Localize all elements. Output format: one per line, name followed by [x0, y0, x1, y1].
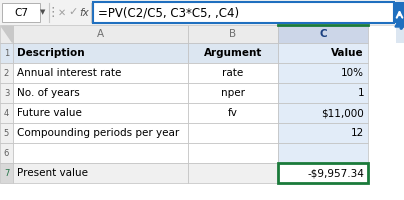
Bar	[0, 143, 13, 163]
Bar	[0, 0, 404, 25]
Bar	[13, 63, 188, 83]
Bar	[0, 25, 13, 43]
Bar	[0, 63, 13, 83]
Text: ✓: ✓	[68, 7, 78, 18]
Bar	[395, 2, 404, 23]
Bar	[0, 43, 13, 63]
Text: 5: 5	[4, 129, 9, 138]
Bar	[0, 83, 13, 103]
Bar	[188, 63, 278, 83]
Polygon shape	[395, 17, 404, 27]
Bar	[2, 3, 40, 22]
Bar	[13, 123, 188, 143]
Text: rate: rate	[222, 68, 244, 78]
Text: Present value: Present value	[17, 168, 88, 178]
Bar	[278, 83, 368, 103]
Bar	[278, 43, 368, 63]
Bar	[13, 83, 188, 103]
Text: ✕: ✕	[58, 7, 66, 18]
Bar	[278, 25, 368, 43]
Bar	[13, 43, 188, 63]
Text: 7: 7	[4, 168, 9, 178]
Bar	[0, 123, 13, 143]
Bar	[0, 103, 13, 123]
Bar	[188, 163, 278, 183]
Text: =PV(C2/C5, C3*C5, ,C4): =PV(C2/C5, C3*C5, ,C4)	[98, 6, 239, 19]
Text: A: A	[97, 29, 104, 39]
Bar	[278, 163, 368, 183]
Bar	[93, 2, 394, 23]
Text: 6: 6	[4, 148, 9, 158]
Text: Future value: Future value	[17, 108, 82, 118]
Text: Annual interest rate: Annual interest rate	[17, 68, 121, 78]
Text: 12: 12	[351, 128, 364, 138]
Polygon shape	[1, 26, 12, 42]
Text: $11,000: $11,000	[321, 108, 364, 118]
Bar	[13, 143, 188, 163]
Text: Value: Value	[331, 48, 364, 58]
Bar	[188, 83, 278, 103]
Text: C7: C7	[14, 7, 28, 18]
Text: 1: 1	[358, 88, 364, 98]
Text: 10%: 10%	[341, 68, 364, 78]
Bar	[278, 123, 368, 143]
Bar	[278, 143, 368, 163]
Bar	[13, 25, 188, 43]
Text: B: B	[229, 29, 237, 39]
Text: Compounding periods per year: Compounding periods per year	[17, 128, 179, 138]
Text: fv: fv	[228, 108, 238, 118]
Bar	[278, 103, 368, 123]
Text: 1: 1	[4, 48, 9, 58]
Text: C: C	[319, 29, 327, 39]
Text: Argument: Argument	[204, 48, 262, 58]
Text: ▼: ▼	[40, 9, 46, 16]
Bar	[278, 63, 368, 83]
Text: fx: fx	[79, 7, 89, 18]
Text: 4: 4	[4, 108, 9, 117]
Bar	[0, 163, 13, 183]
Bar	[188, 25, 278, 43]
Bar	[188, 123, 278, 143]
Bar	[278, 163, 368, 183]
Text: 2: 2	[4, 68, 9, 77]
Bar	[13, 163, 188, 183]
Text: -$9,957.34: -$9,957.34	[307, 168, 364, 178]
Bar	[188, 103, 278, 123]
Text: ⋮: ⋮	[47, 6, 59, 19]
Bar	[188, 43, 278, 63]
Text: 3: 3	[4, 88, 9, 98]
Text: Description: Description	[17, 48, 84, 58]
Text: No. of years: No. of years	[17, 88, 80, 98]
Bar	[13, 103, 188, 123]
Text: nper: nper	[221, 88, 245, 98]
Bar	[396, 0, 404, 43]
Bar	[188, 143, 278, 163]
